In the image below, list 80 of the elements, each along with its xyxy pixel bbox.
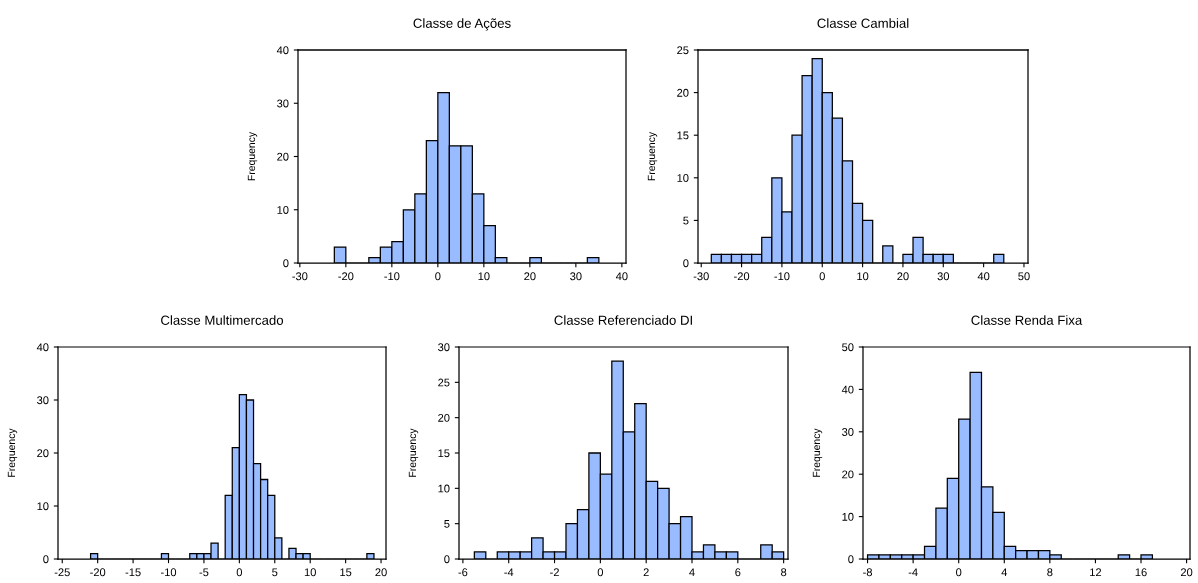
- x-tick-label: 4: [1001, 568, 1008, 577]
- x-tick-label: 10: [857, 272, 869, 281]
- x-tick-label: 8: [1047, 568, 1053, 577]
- x-tick-label: 0: [819, 272, 825, 281]
- x-tick-label: 0: [956, 568, 962, 577]
- x-tick-label: 20: [375, 568, 387, 577]
- x-tick-label: 30: [570, 272, 582, 281]
- x-tick-label: 20: [1180, 568, 1193, 577]
- y-axis-title: Frequency: [408, 428, 419, 477]
- y-tick-label: 20: [37, 449, 49, 458]
- x-tick-label: 15: [340, 568, 352, 577]
- x-tick-label: 50: [1018, 272, 1030, 281]
- chart-title: Classe Referenciado DI: [554, 315, 692, 325]
- y-tick-label: 30: [842, 428, 854, 436]
- x-tick-label: -15: [125, 568, 141, 577]
- y-tick-label: 10: [842, 512, 854, 521]
- y-tick-label: 20: [842, 470, 854, 479]
- y-tick-label: 5: [683, 216, 689, 225]
- y-tick-label: 30: [438, 343, 450, 352]
- x-tick-label: -6: [458, 568, 468, 577]
- y-axis-title: Frequency: [7, 428, 18, 477]
- y-tick-label: 5: [444, 520, 450, 528]
- chart-title: Classe Multimercado: [161, 315, 284, 325]
- x-tick-label: 16: [1135, 568, 1147, 577]
- chart-title: Classe de Ações: [413, 18, 511, 31]
- y-tick-label: 10: [438, 484, 450, 493]
- y-tick-label: 15: [677, 131, 689, 140]
- x-tick-label: -10: [160, 568, 177, 577]
- y-tick-label: 25: [438, 378, 450, 387]
- y-tick-label: 20: [677, 88, 689, 97]
- x-tick-label: -4: [908, 568, 918, 577]
- y-axis-title: Frequency: [647, 131, 658, 181]
- x-tick-label: -30: [292, 272, 308, 281]
- y-tick-label: 10: [37, 502, 49, 511]
- x-tick-label: -8: [863, 568, 873, 577]
- x-tick-label: 0: [597, 568, 604, 577]
- y-tick-label: 50: [842, 343, 854, 352]
- y-tick-label: 40: [36, 343, 49, 352]
- x-tick-label: -5: [199, 568, 209, 577]
- y-tick-label: 20: [277, 152, 289, 161]
- x-tick-label: 30: [937, 272, 950, 281]
- x-tick-label: 6: [735, 568, 741, 577]
- x-tick-label: 0: [236, 568, 243, 577]
- chart-title: Classe Cambial: [817, 18, 909, 28]
- y-axis-title: Frequency: [247, 131, 258, 181]
- y-tick-label: 30: [37, 396, 49, 405]
- x-tick-label: 10: [478, 272, 490, 281]
- y-tick-label: 0: [683, 259, 689, 268]
- x-tick-label: 2: [643, 568, 649, 577]
- x-tick-label: -2: [550, 568, 559, 577]
- x-tick-label: -10: [384, 272, 400, 281]
- x-tick-label: -25: [54, 568, 70, 577]
- x-tick-label: 20: [524, 272, 536, 281]
- x-tick-label: -30: [693, 272, 709, 281]
- x-tick-label: -20: [90, 568, 106, 577]
- chart-title: Classe Renda Fixa: [971, 315, 1083, 325]
- y-axis-title: Frequency: [812, 428, 823, 477]
- y-tick-label: 0: [283, 259, 289, 268]
- x-tick-label: 12: [1090, 568, 1102, 577]
- y-tick-label: 40: [276, 46, 289, 55]
- y-tick-label: 0: [444, 555, 450, 564]
- y-tick-label: 15: [438, 449, 450, 458]
- x-tick-label: -4: [504, 568, 514, 577]
- x-tick-label: 20: [897, 272, 909, 281]
- y-tick-label: 40: [841, 385, 854, 394]
- y-tick-label: 30: [277, 99, 289, 108]
- x-tick-label: 8: [781, 568, 787, 577]
- y-tick-label: 10: [277, 206, 289, 214]
- x-tick-label: 4: [689, 568, 695, 577]
- x-tick-label: 40: [615, 272, 628, 281]
- x-tick-label: 10: [304, 568, 316, 577]
- y-tick-label: 0: [848, 555, 854, 564]
- x-tick-label: -20: [734, 272, 750, 281]
- y-tick-label: 25: [677, 46, 689, 55]
- x-tick-label: -10: [774, 272, 790, 281]
- y-tick-label: 20: [438, 413, 450, 422]
- x-tick-label: -20: [338, 272, 354, 281]
- y-tick-label: 0: [43, 555, 49, 564]
- x-tick-label: 40: [977, 272, 990, 281]
- y-tick-label: 10: [677, 174, 689, 182]
